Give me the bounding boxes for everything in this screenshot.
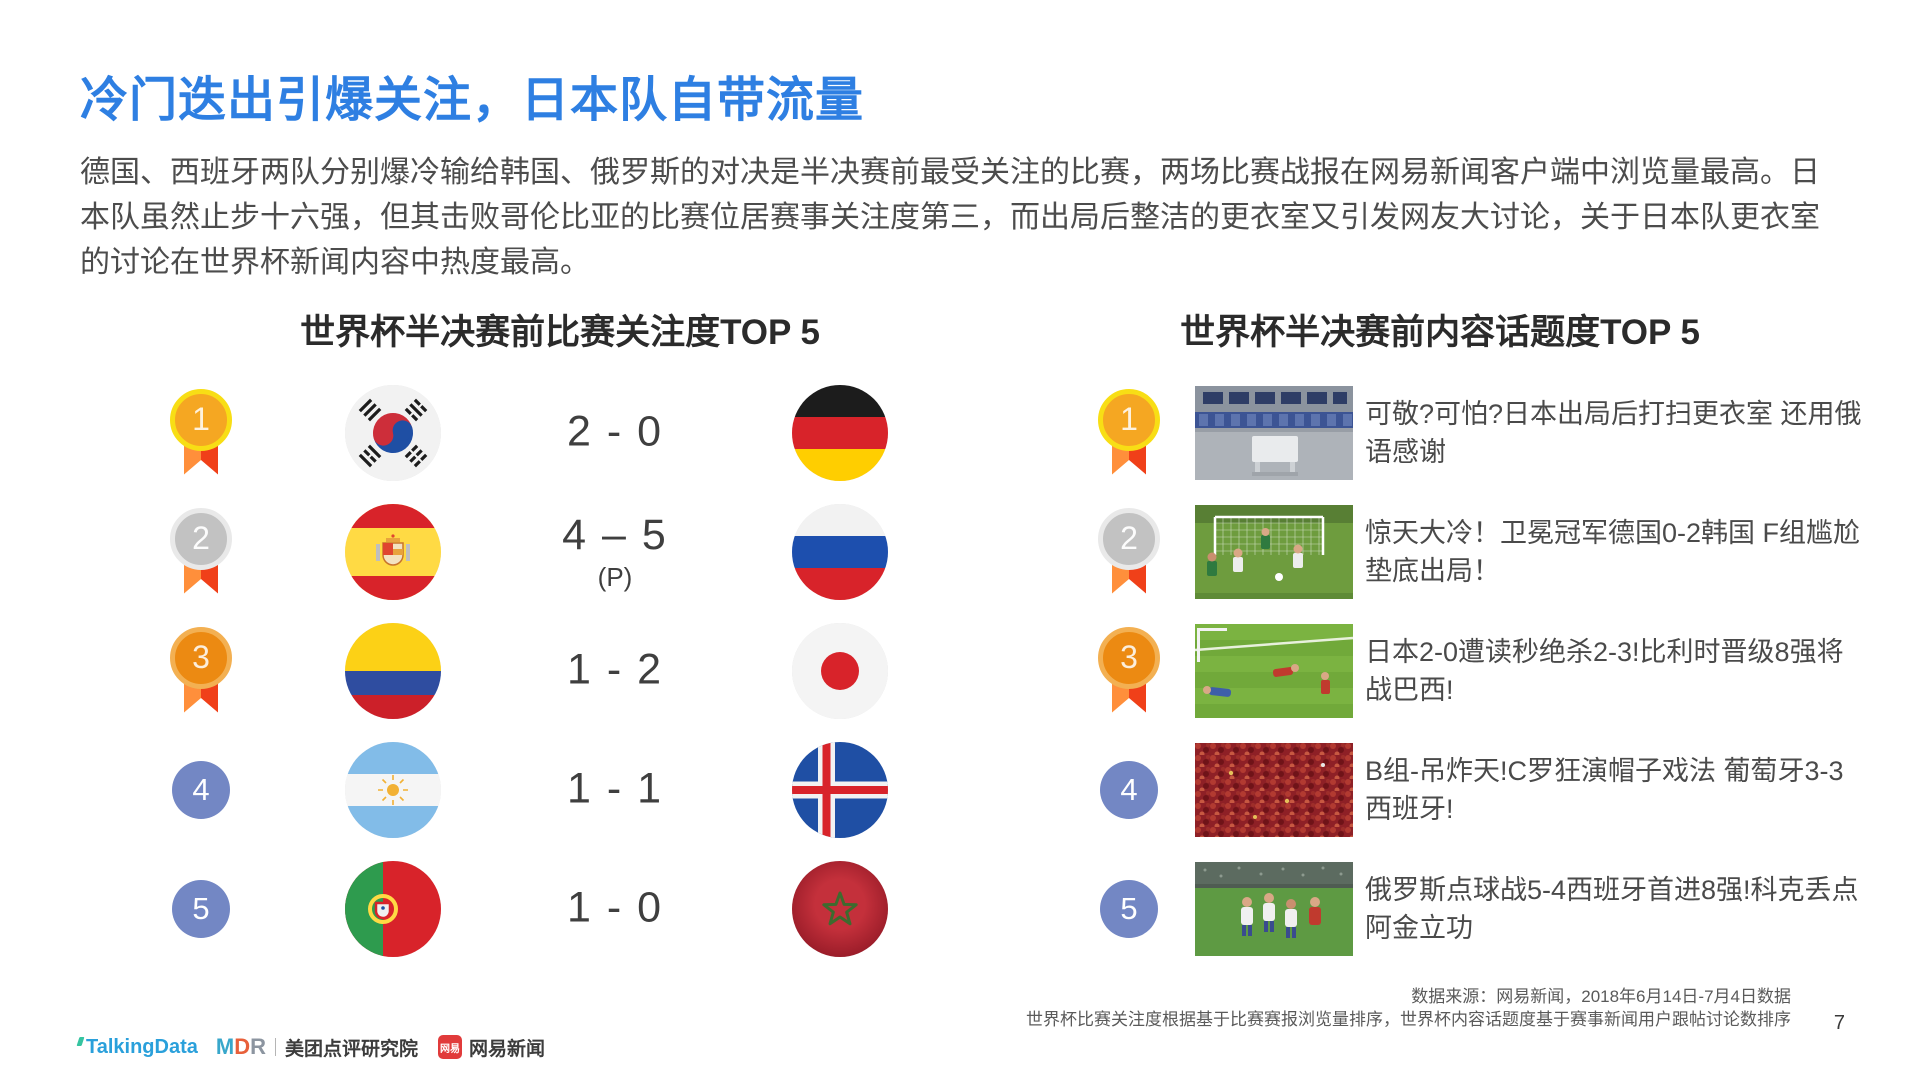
silver-medal-icon: 2 [1098,507,1160,604]
meituan-research-logo-text: 美团点评研究院 [284,1038,418,1060]
goal-scene-photo [1195,504,1353,599]
gold-medal-icon: 1 [170,388,232,485]
rank-badge: 5 [172,879,230,938]
netease-logo-icon: 网易 [438,1035,462,1059]
news-ranking-list: 1 [1040,373,1885,968]
score-value: 1 - 2 [566,645,664,693]
list-item: 2 惊天大冷！卫 [1040,492,1885,611]
flag-morocco-icon [792,860,888,957]
source-line: 世界杯比赛关注度根据基于比赛赛报浏览量排序，世界杯内容话题度基于赛事新闻用户跟帖… [1026,1010,1791,1029]
talkingdata-logo-text: TalkingData [86,1035,198,1058]
talkingdata-tick-icon [76,1036,85,1046]
pitch-players-photo [1195,623,1353,718]
mdr-letter-r: R [250,1034,266,1059]
source-line: 数据来源：网易新闻，2018年6月14日-7月4日数据 [1411,987,1791,1006]
rank-number: 1 [170,388,232,451]
table-row: 3 1 - 2 [80,611,980,730]
red-crowd-photo [1195,742,1353,837]
score-value: 1 - 0 [566,883,664,931]
match-ranking-list: 1 [80,373,980,968]
flag-spain-icon [345,503,441,600]
bronze-medal-icon: 3 [1098,626,1160,723]
flag-iceland-icon [792,741,888,838]
table-row: 5 1 - 0 [80,849,980,968]
paragraph-line: 的讨论在世界杯新闻内容中热度最高。 [80,246,590,279]
data-source-note: 数据来源：网易新闻，2018年6月14日-7月4日数据 世界杯比赛关注度根据基于… [1026,985,1791,1031]
match-score: 4 – 5 (P) [510,511,720,593]
mdr-logo: M D R [216,1034,266,1060]
rank-number: 2 [170,507,232,570]
list-item: 3 日本2-0遭读秒绝杀2-3!比利时晋级8强将战巴西! [1040,611,1885,730]
news-headline: 惊天大冷！卫冕冠军德国0-2韩国 F组尴尬垫底出局！ [1365,517,1861,586]
match-score: 2 - 0 [510,407,720,458]
bronze-medal-icon: 3 [170,626,232,723]
list-item: 5 [1040,849,1885,968]
score-value: 4 – 5 [562,510,668,559]
news-headline: B组-吊炸天!C罗狂演帽子戏法 葡萄牙3-3西班牙! [1365,755,1844,824]
rank-badge: 5 [1100,879,1158,938]
score-value: 2 - 0 [566,407,664,455]
flag-japan-icon [792,622,888,719]
score-value: 1 - 1 [566,764,664,812]
news-headline: 可敬?可怕?日本出局后打扫更衣室 还用俄语感谢 [1365,398,1862,467]
celebration-photo [1195,861,1353,956]
page-title: 冷门迭出引爆关注，日本队自带流量 [80,74,865,127]
score-note: (P) [597,561,633,592]
flag-south-korea-icon [345,384,441,481]
rank-number: 3 [1098,626,1160,689]
list-item: 4 B组-吊 [1040,730,1885,849]
news-headline: 俄罗斯点球战5-4西班牙首进8强!科克丢点阿金立功 [1365,874,1859,943]
table-row: 4 1 - 1 [80,730,980,849]
left-section-title: 世界杯半决赛前比赛关注度TOP 5 [300,313,820,352]
page-number: 7 [1833,1012,1845,1034]
right-section-title: 世界杯半决赛前内容话题度TOP 5 [1180,313,1700,352]
mdr-letter-m: M [215,1034,235,1059]
silver-medal-icon: 2 [170,507,232,604]
flag-russia-icon [792,503,888,600]
rank-number: 1 [1098,388,1160,451]
flag-germany-icon [792,384,888,481]
rank-number: 3 [170,626,232,689]
logo-divider [274,1038,276,1056]
flag-colombia-icon [345,622,441,719]
rank-badge: 4 [172,760,230,819]
gold-medal-icon: 1 [1098,388,1160,485]
match-score: 1 - 1 [510,764,720,815]
mdr-letter-d: D [234,1034,251,1059]
paragraph-line: 德国、西班牙两队分别爆冷输给韩国、俄罗斯的对决是半决赛前最受关注的比赛，两场比赛… [80,156,1820,189]
netease-news-logo-text: 网易新闻 [469,1038,546,1060]
table-row: 2 4 – 5 (P) [80,492,980,611]
rank-number: 2 [1098,507,1160,570]
news-headline: 日本2-0遭读秒绝杀2-3!比利时晋级8强将战巴西! [1365,636,1844,705]
flag-argentina-icon [345,741,441,838]
match-score: 1 - 0 [510,883,720,934]
dressing-room-photo [1195,385,1353,480]
intro-paragraph: 德国、西班牙两队分别爆冷输给韩国、俄罗斯的对决是半决赛前最受关注的比赛，两场比赛… [80,150,1875,285]
table-row: 1 [80,373,980,492]
flag-portugal-icon [345,860,441,957]
list-item: 1 [1040,373,1885,492]
rank-badge: 4 [1100,760,1158,819]
talkingdata-logo: TalkingData [76,1035,198,1059]
match-score: 1 - 2 [510,645,720,696]
paragraph-line: 本队虽然止步十六强，但其击败哥伦比亚的比赛位居赛事关注度第三，而出局后整洁的更衣… [80,201,1820,234]
footer-logos: TalkingData M D R 美团点评研究院 网易 网易新闻 [76,1032,546,1062]
